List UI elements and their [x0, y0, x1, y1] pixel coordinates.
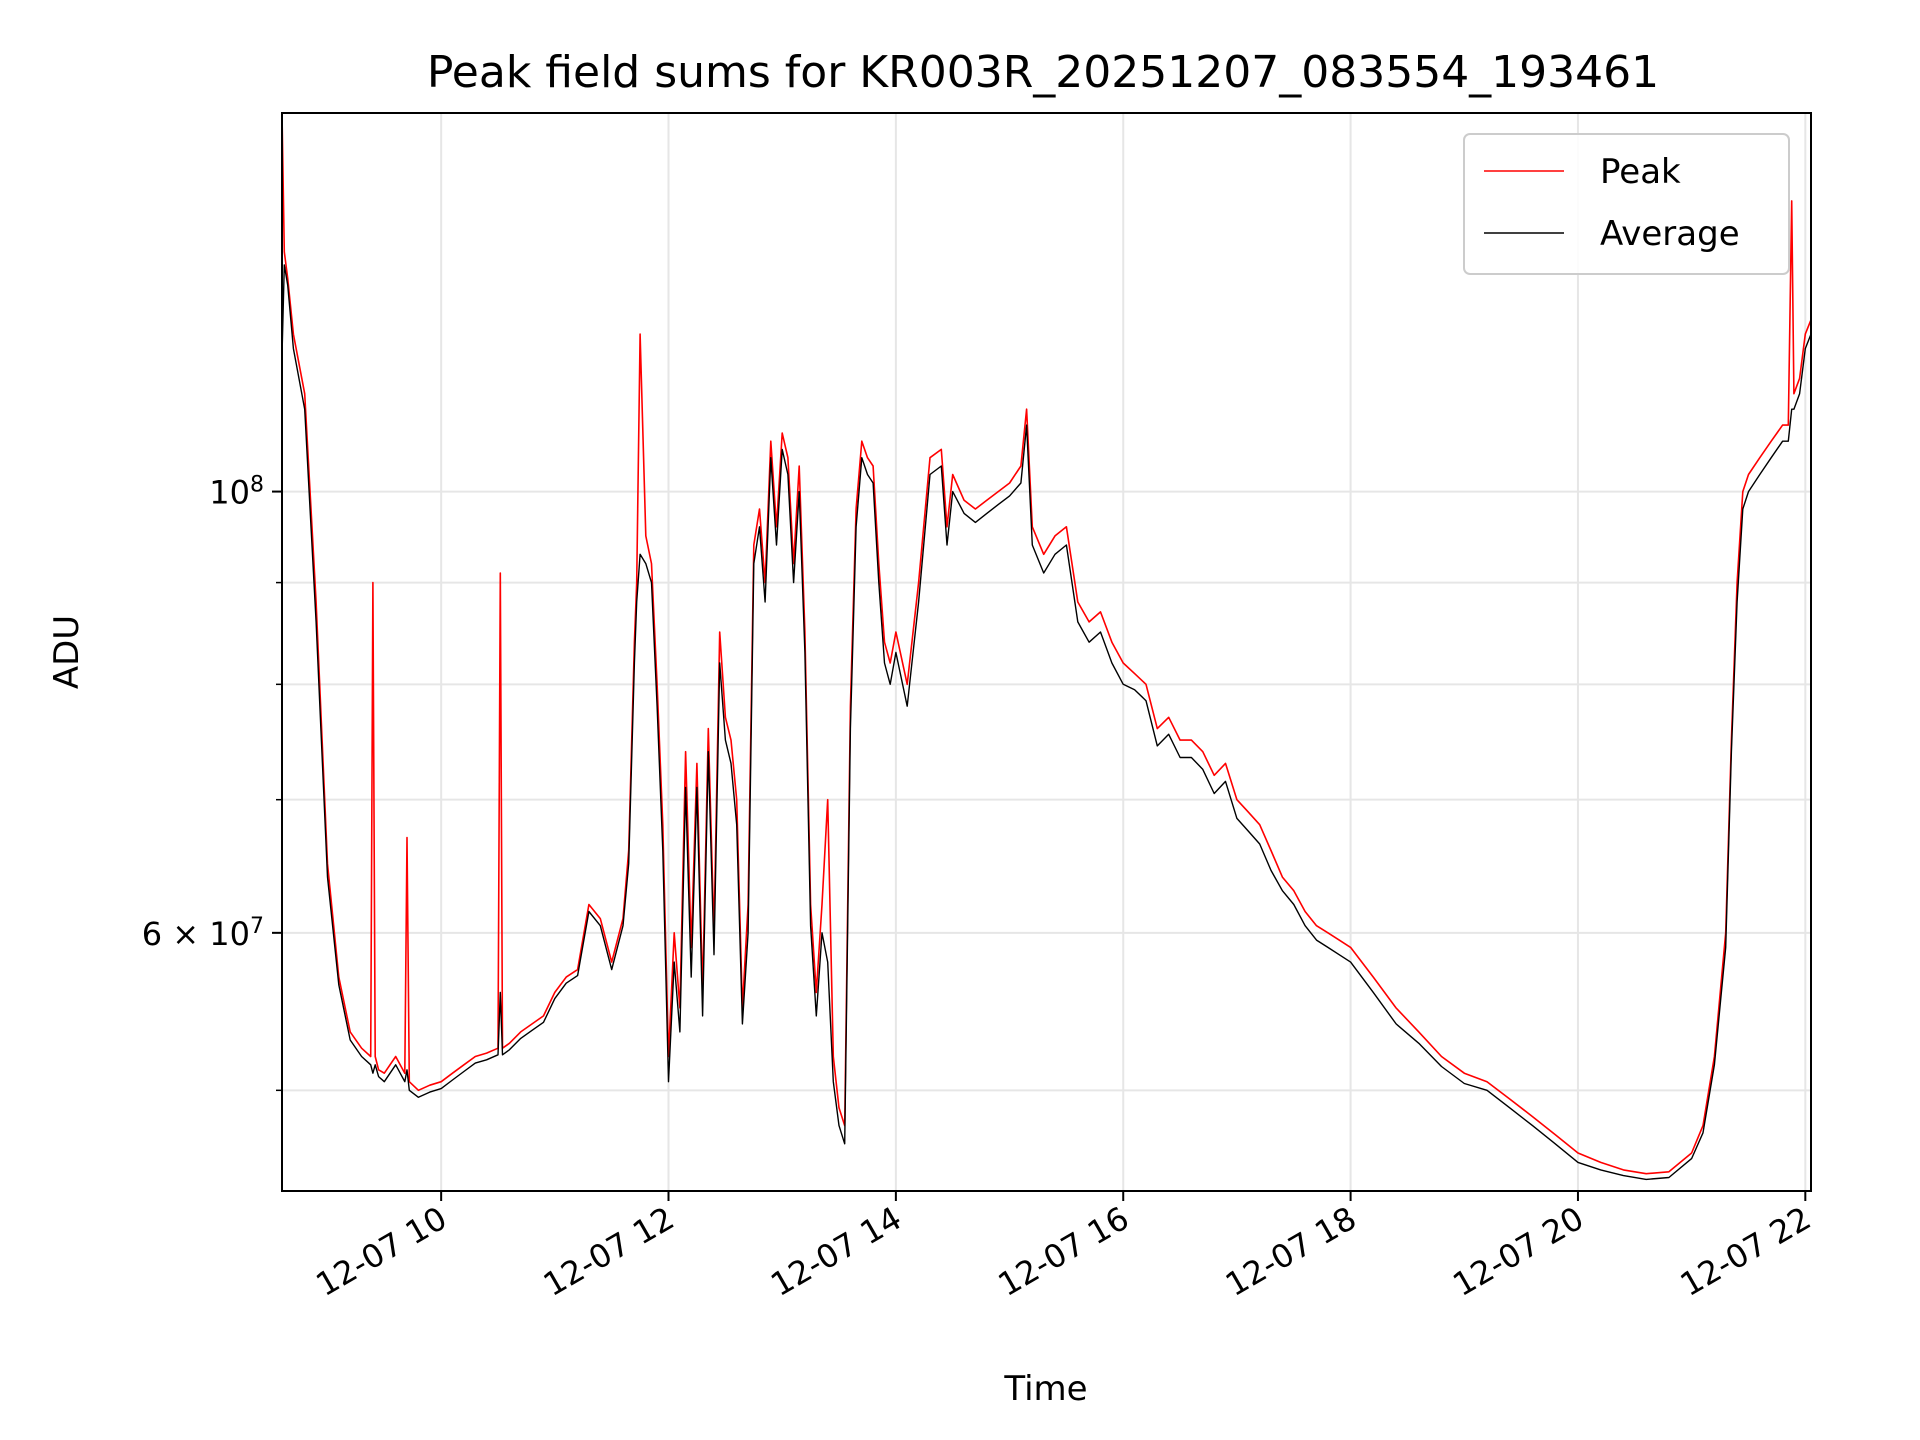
y-tick-label-0: 108 [209, 472, 264, 512]
legend: Peak Average [1463, 133, 1790, 275]
legend-label-peak: Peak [1600, 152, 1681, 192]
legend-box [1463, 133, 1790, 275]
x-axis-label: Time [1003, 1369, 1087, 1409]
y-axis-label: ADU [47, 615, 87, 689]
legend-label-average: Average [1600, 214, 1740, 254]
series-layer [282, 113, 1811, 1181]
series-line-average [282, 264, 1811, 1181]
plot-frame [281, 112, 1812, 1192]
y-tick-label-1: 6 × 107 [142, 913, 264, 953]
chart-title: Peak field sums for KR003R_20251207_0835… [427, 47, 1659, 98]
